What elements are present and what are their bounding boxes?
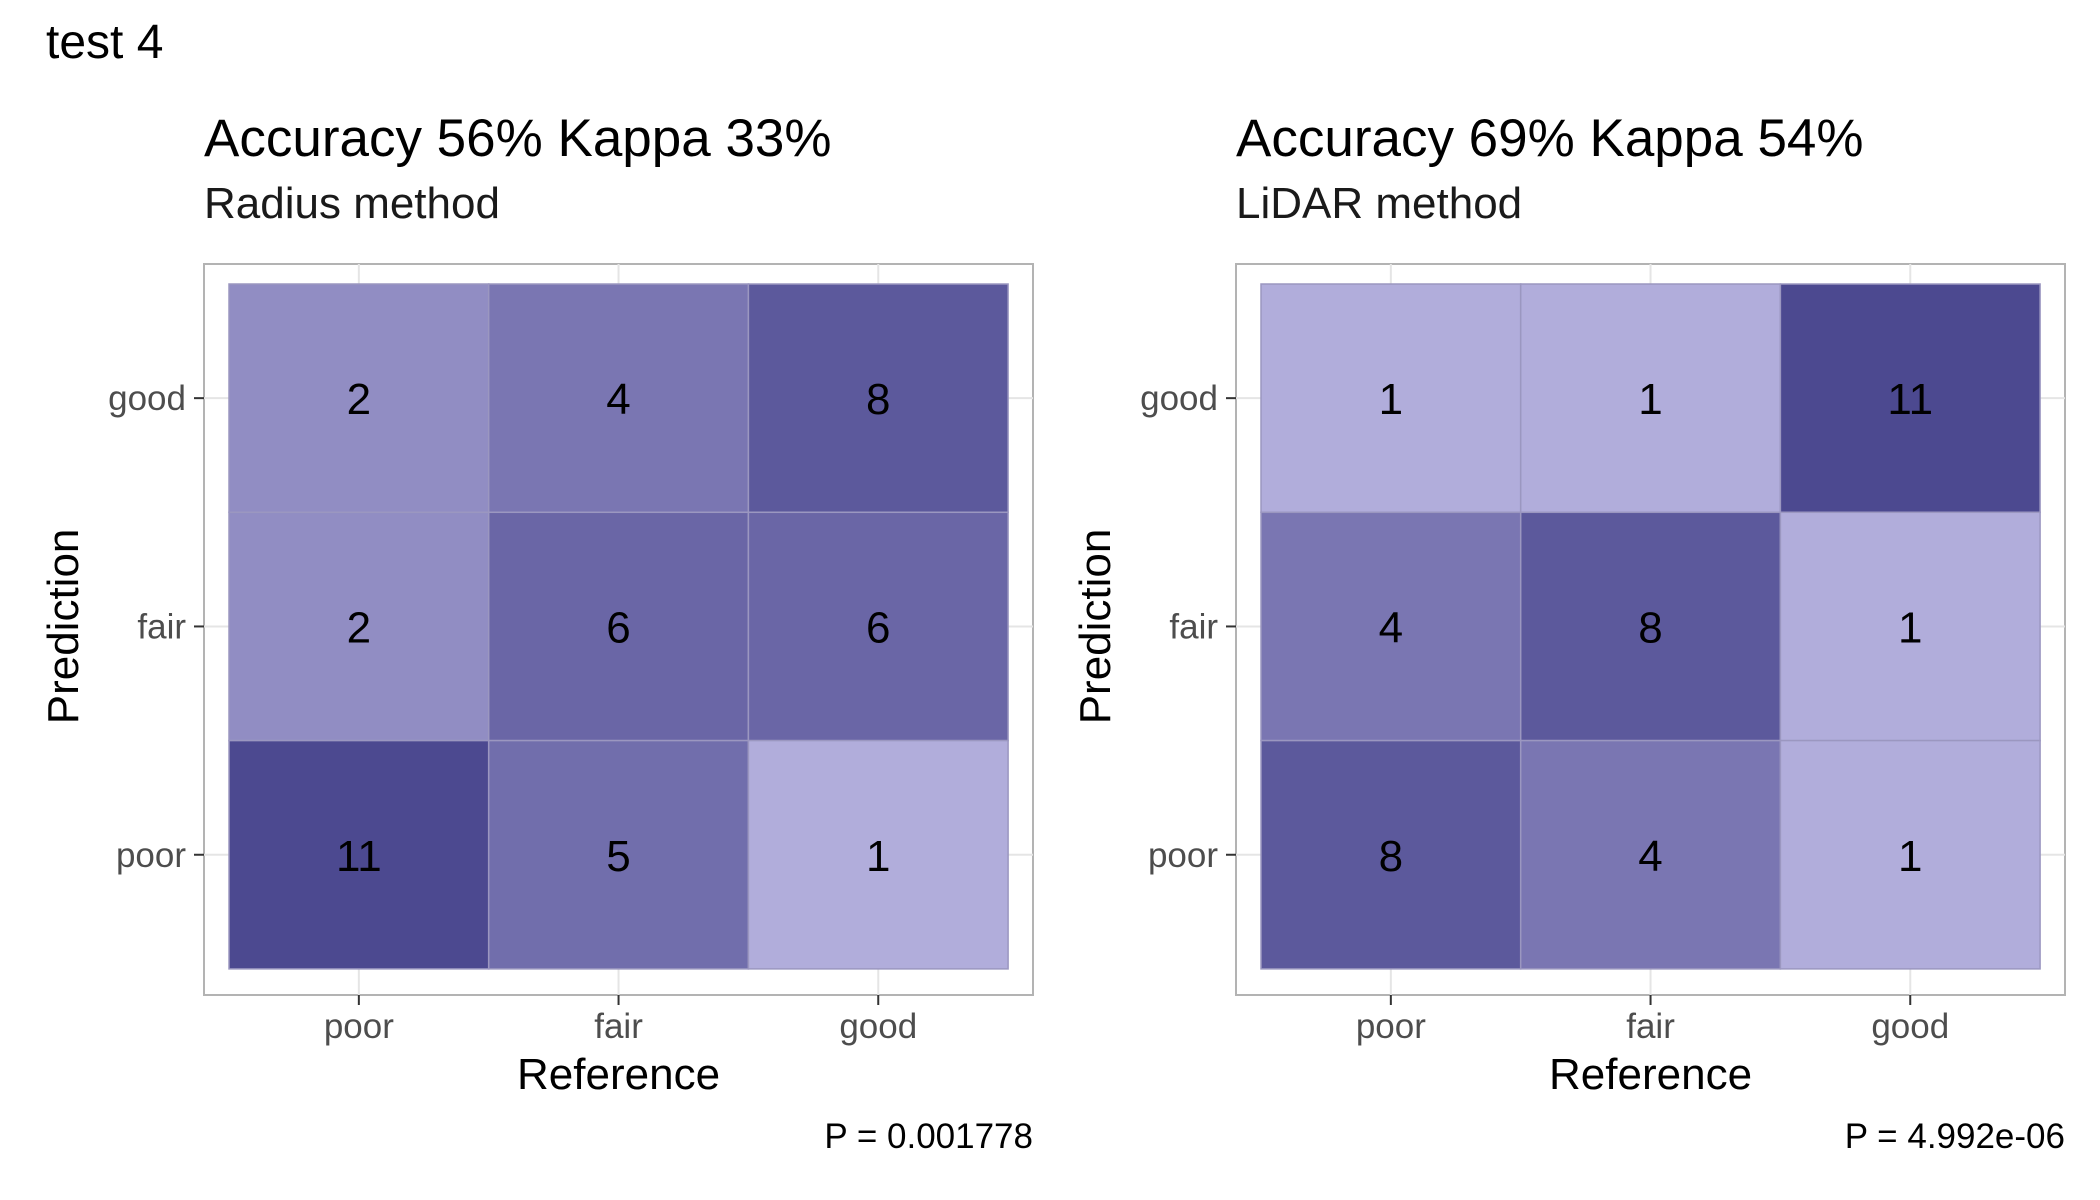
cell-value-label: 11 (336, 832, 382, 881)
x-tick-label: fair (1626, 1007, 1675, 1046)
cell-value-label: 2 (347, 603, 371, 652)
x-axis-title: Reference (517, 1050, 720, 1099)
heatmap-cell (487, 511, 750, 742)
x-tick-label: poor (324, 1007, 394, 1046)
y-tick-label: good (1140, 379, 1218, 418)
heatmap-cells: 2 4 8 2 6 6 11 5 1 (228, 283, 1009, 970)
heatmap-cell (1779, 511, 2041, 742)
y-tick-label: fair (137, 607, 186, 646)
heatmap-cell (487, 283, 750, 514)
y-tick-label: fair (1169, 607, 1218, 646)
cell-value-label: 4 (606, 375, 630, 424)
heatmap-cell (1519, 739, 1782, 970)
heatmap-cell (1519, 283, 1782, 514)
panel-subtitle: LiDAR method (1236, 179, 1522, 228)
cell-value-label: 4 (1379, 603, 1403, 652)
heatmap-cell (1260, 283, 1522, 514)
cell-value-label: 8 (866, 375, 890, 424)
heatmap-cell (747, 283, 1009, 514)
axes: poor fair good poor fair good (108, 379, 917, 1046)
cell-value-label: 6 (606, 603, 630, 652)
heatmap-cell (747, 511, 1009, 742)
panel-title: Accuracy 56% Kappa 33% (204, 109, 832, 168)
cell-value-label: 8 (1638, 603, 1662, 652)
figure-title: test 4 (46, 16, 163, 69)
p-value-caption: P = 0.001778 (824, 1117, 1033, 1156)
cell-value-label: 1 (1638, 375, 1662, 424)
cell-value-label: 11 (1887, 375, 1933, 424)
y-axis-title: Prediction (39, 529, 88, 725)
heatmap-cell (747, 739, 1009, 970)
y-tick-label: poor (1148, 836, 1218, 875)
heatmap-cell (1519, 511, 1782, 742)
cell-value-label: 4 (1638, 832, 1662, 881)
cell-value-label: 8 (1379, 832, 1403, 881)
cell-value-label: 1 (1898, 603, 1922, 652)
p-value-caption: P = 4.992e-06 (1845, 1117, 2065, 1156)
cell-value-label: 2 (347, 375, 371, 424)
cell-value-label: 1 (1379, 375, 1403, 424)
cell-value-label: 1 (866, 832, 890, 881)
y-axis-title: Prediction (1071, 529, 1120, 725)
heatmap-cell (487, 739, 750, 970)
x-tick-label: good (839, 1007, 917, 1046)
confusion-matrix-panel-lidar: Accuracy 69% Kappa 54% LiDAR method 1 1 11… (1071, 109, 2066, 1156)
x-tick-label: fair (594, 1007, 643, 1046)
heatmap-cell (1779, 283, 2041, 514)
heatmap-cell (1779, 739, 2041, 970)
x-tick-label: poor (1356, 1007, 1426, 1046)
cell-value-label: 6 (866, 603, 890, 652)
panel-subtitle: Radius method (204, 179, 500, 228)
x-axis-title: Reference (1549, 1050, 1752, 1099)
cell-value-label: 5 (606, 832, 630, 881)
heatmap-cell (1260, 739, 1522, 970)
cell-value-label: 1 (1898, 832, 1922, 881)
axes: poor fair good poor fair good (1140, 379, 1949, 1046)
heatmap-cell (228, 739, 490, 970)
y-tick-label: poor (116, 836, 186, 875)
y-tick-label: good (108, 379, 186, 418)
heatmap-cell (228, 283, 490, 514)
panel-title: Accuracy 69% Kappa 54% (1236, 109, 1864, 168)
heatmap-cells: 1 1 114 8 18 4 1 (1260, 283, 2041, 970)
x-tick-label: good (1871, 1007, 1949, 1046)
confusion-matrix-panel-radius: Accuracy 56% Kappa 33% Radius method 2 4 8… (39, 109, 1034, 1156)
